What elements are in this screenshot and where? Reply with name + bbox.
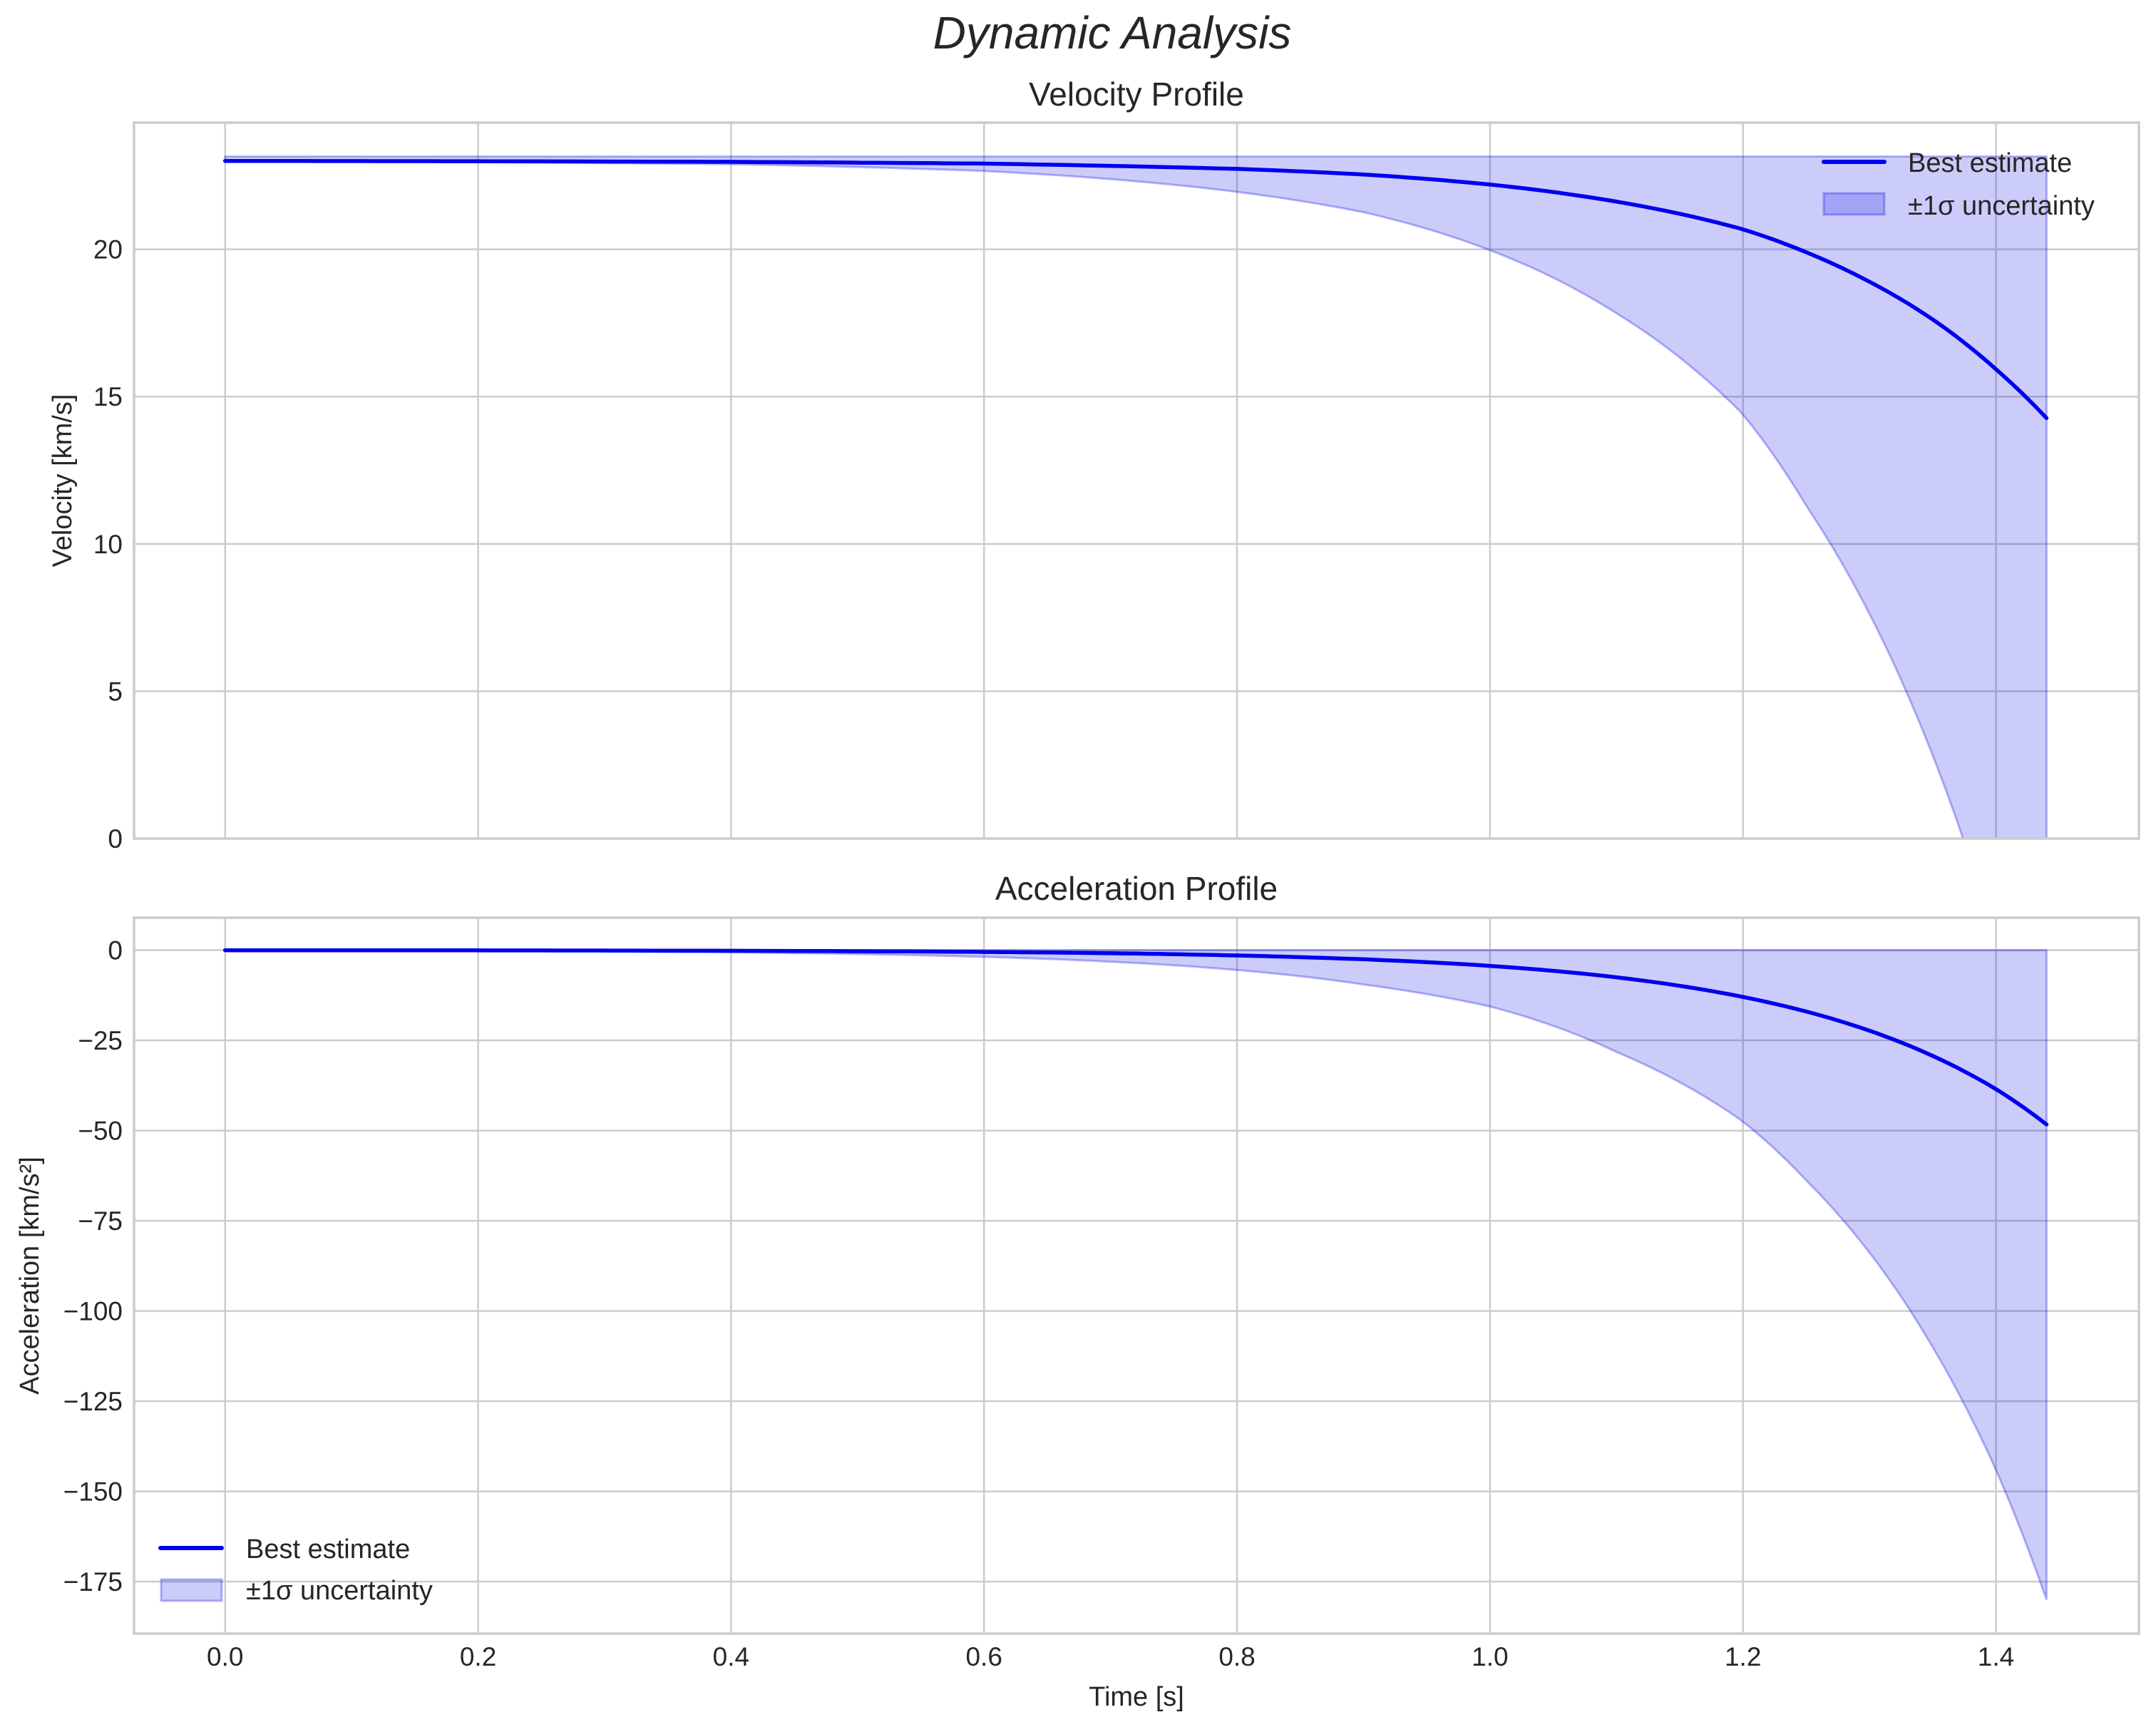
y-tick-label: −150 (63, 1477, 123, 1507)
y-tick-label: 10 (93, 530, 123, 559)
x-tick-label: 0.2 (460, 1642, 496, 1671)
legend-label-uncertainty: ±1σ uncertainty (1908, 191, 2095, 221)
velocity-y-ticks: 0 5 10 15 20 (93, 235, 123, 854)
acceleration-uncertainty-band (224, 949, 2048, 1600)
velocity-legend: Best estimate ±1σ uncertainty (1822, 148, 2095, 221)
x-tick-label: 1.0 (1472, 1642, 1508, 1671)
acceleration-axes-frame (133, 916, 2140, 1635)
y-tick-label: −75 (78, 1206, 123, 1236)
legend-label-uncertainty: ±1σ uncertainty (246, 1576, 433, 1606)
x-tick-label: 0.0 (207, 1642, 243, 1671)
y-tick-label: 0 (108, 824, 123, 854)
velocity-y-axis-label: Velocity [km/s] (48, 394, 78, 568)
y-tick-label: 5 (108, 677, 123, 706)
legend-band-swatch (1822, 192, 1886, 216)
acceleration-legend: Best estimate ±1σ uncertainty (158, 1534, 433, 1606)
y-tick-label: −125 (63, 1387, 123, 1416)
velocity-best-estimate-line (222, 158, 2049, 421)
acceleration-best-estimate-line (222, 948, 2049, 1127)
x-axis-label: Time [s] (1089, 1682, 1184, 1712)
acceleration-gridlines (134, 918, 2139, 1634)
y-tick-label: 0 (108, 936, 123, 965)
legend-band-swatch (160, 1578, 223, 1602)
x-tick-label: 0.8 (1218, 1642, 1255, 1671)
y-tick-label: −50 (78, 1117, 123, 1146)
x-tick-label: 1.2 (1725, 1642, 1761, 1671)
best-estimate-path (222, 158, 2049, 421)
velocity-axes-frame (133, 121, 2140, 840)
legend-label-best-estimate: Best estimate (246, 1534, 410, 1564)
y-tick-label: −100 (63, 1297, 123, 1326)
uncertainty-band-area (224, 949, 2048, 1600)
x-axis-ticks: 0.0 0.2 0.4 0.6 0.8 1.0 1.2 1.4 (207, 1642, 2014, 1671)
y-tick-label: 15 (93, 382, 123, 411)
velocity-subplot-title: Velocity Profile (1029, 76, 1244, 113)
acceleration-subplot: Acceleration Profile 0 −25 −50 −75 −100 −125 −… (15, 870, 2140, 1712)
velocity-subplot: Velocity Profile 0 5 10 15 20 Velocity [km/s… (48, 76, 2140, 854)
legend-label-best-estimate: Best estimate (1908, 148, 2072, 178)
figure-suptitle: Dynamic Analysis (933, 7, 1292, 58)
acceleration-subplot-title: Acceleration Profile (995, 870, 1278, 907)
y-tick-label: −175 (63, 1567, 123, 1597)
x-tick-label: 0.6 (965, 1642, 1002, 1671)
acceleration-y-axis-label: Acceleration [km/s²] (15, 1157, 45, 1395)
x-tick-label: 0.4 (713, 1642, 749, 1671)
acceleration-y-ticks: 0 −25 −50 −75 −100 −125 −150 −175 (63, 936, 123, 1597)
y-tick-label: −25 (78, 1026, 123, 1055)
y-tick-label: 20 (93, 235, 123, 265)
x-tick-label: 1.4 (1978, 1642, 2014, 1671)
best-estimate-path (222, 948, 2049, 1127)
